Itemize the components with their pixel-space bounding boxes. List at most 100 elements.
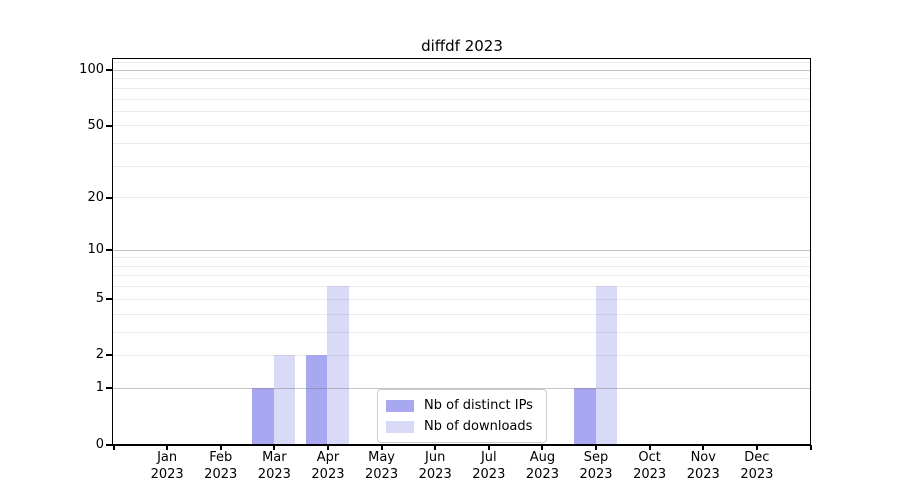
- x-tick-label-year: 2023: [686, 467, 720, 482]
- gridline-minor-60: [113, 110, 810, 112]
- gridline-minor-20: [113, 197, 810, 199]
- x-tick-label-year: 2023: [579, 467, 613, 482]
- gridline-minor-5: [113, 298, 810, 300]
- y-tick-1: [106, 387, 112, 390]
- x-tick-label-month: Dec: [744, 450, 770, 465]
- x-tick-label-dec: Dec 2023: [727, 449, 787, 483]
- x-tick-edge: [809, 444, 812, 450]
- gridline-minor-8: [113, 265, 810, 267]
- x-tick-mar: [273, 444, 276, 450]
- x-tick-oct: [648, 444, 651, 450]
- x-tick-label-feb: Feb 2023: [191, 449, 251, 483]
- legend-label-downloads: Nb of downloads: [424, 419, 533, 434]
- x-tick-label-may: May 2023: [352, 449, 412, 483]
- x-tick-label-month: Nov: [690, 450, 716, 465]
- x-tick-edge: [112, 444, 115, 450]
- gridline-minor-50: [113, 125, 810, 127]
- bar-nb-of-downloads-apr: [327, 286, 349, 444]
- y-tick-2: [106, 354, 112, 357]
- gridline-minor-80: [113, 87, 810, 89]
- x-tick-label-year: 2023: [365, 467, 399, 482]
- x-tick-label-month: Oct: [638, 450, 661, 465]
- y-tick-label-50: 50: [87, 117, 104, 133]
- bar-nb-of-distinct-ips-apr: [306, 354, 328, 444]
- y-tick-label-20: 20: [87, 189, 104, 205]
- x-tick-label-year: 2023: [257, 467, 291, 482]
- x-tick-label-year: 2023: [418, 467, 452, 482]
- x-tick-label-apr: Apr 2023: [298, 449, 358, 483]
- x-tick-dec: [755, 444, 758, 450]
- y-tick-0: [106, 443, 112, 446]
- x-tick-label-month: Aug: [529, 450, 556, 465]
- x-tick-label-mar: Mar 2023: [244, 449, 304, 483]
- x-tick-label-jan: Jan 2023: [137, 449, 197, 483]
- x-tick-label-month: May: [368, 450, 395, 465]
- bar-nb-of-distinct-ips-mar: [252, 387, 274, 444]
- x-tick-label-month: Feb: [209, 450, 233, 465]
- y-tick-label-5: 5: [95, 291, 104, 307]
- x-tick-label-year: 2023: [525, 467, 559, 482]
- y-tick-label-0: 0: [95, 436, 104, 452]
- bar-nb-of-distinct-ips-sep: [574, 387, 596, 444]
- x-tick-may: [380, 444, 383, 450]
- legend-swatch-downloads: [386, 420, 414, 433]
- x-tick-aug: [541, 444, 544, 450]
- y-tick-10: [106, 249, 112, 252]
- plot-area: [112, 58, 811, 446]
- gridline-minor-30: [113, 165, 810, 167]
- gridline-minor-7: [113, 275, 810, 277]
- legend-label-distinct-ips: Nb of distinct IPs: [424, 398, 533, 413]
- gridline-major-1: [113, 387, 810, 389]
- gridline-minor-3: [113, 331, 810, 333]
- x-tick-label-year: 2023: [740, 467, 774, 482]
- x-tick-label-month: Mar: [262, 450, 287, 465]
- x-tick-label-month: Sep: [583, 450, 609, 465]
- x-tick-jul: [487, 444, 490, 450]
- gridline-minor-2: [113, 354, 810, 356]
- chart-title: diffdf 2023: [421, 37, 503, 55]
- legend-row-distinct-ips: Nb of distinct IPs: [386, 397, 538, 414]
- y-tick-label-100: 100: [79, 62, 104, 78]
- gridline-minor-70: [113, 98, 810, 100]
- x-tick-feb: [219, 444, 222, 450]
- legend-swatch-distinct-ips: [386, 399, 414, 412]
- x-tick-label-year: 2023: [311, 467, 345, 482]
- gridline-minor-110: [113, 62, 810, 64]
- x-tick-label-sep: Sep 2023: [566, 449, 626, 483]
- legend: Nb of distinct IPs Nb of downloads: [377, 389, 547, 443]
- bar-nb-of-downloads-mar: [273, 354, 296, 444]
- x-tick-label-year: 2023: [633, 467, 667, 482]
- gridline-minor-9: [113, 257, 810, 259]
- x-tick-label-year: 2023: [472, 467, 506, 482]
- gridline-major-100: [113, 69, 810, 71]
- x-tick-sep: [595, 444, 598, 450]
- x-tick-label-month: Jan: [157, 450, 178, 465]
- y-tick-5: [106, 298, 112, 301]
- y-tick-20: [106, 196, 112, 199]
- x-tick-label-year: 2023: [204, 467, 238, 482]
- x-tick-label-year: 2023: [150, 467, 184, 482]
- x-tick-label-jul: Jul 2023: [459, 449, 519, 483]
- y-tick-label-1: 1: [95, 380, 104, 396]
- x-tick-label-month: Apr: [316, 450, 340, 465]
- x-tick-jun: [434, 444, 437, 450]
- gridline-minor-90: [113, 78, 810, 80]
- gridline-minor-4: [113, 313, 810, 315]
- x-tick-label-month: Jun: [425, 450, 446, 465]
- legend-row-downloads: Nb of downloads: [386, 418, 538, 435]
- x-tick-nov: [702, 444, 705, 450]
- bar-nb-of-downloads-sep: [595, 286, 617, 444]
- x-tick-label-jun: Jun 2023: [405, 449, 465, 483]
- gridline-minor-40: [113, 143, 810, 144]
- x-tick-label-oct: Oct 2023: [620, 449, 680, 483]
- y-tick-label-10: 10: [87, 242, 104, 258]
- x-tick-apr: [326, 444, 329, 450]
- gridline-minor-6: [113, 286, 810, 288]
- y-tick-100: [106, 69, 112, 72]
- x-tick-label-aug: Aug 2023: [512, 449, 572, 483]
- x-tick-label-month: Jul: [480, 450, 497, 465]
- gridline-major-10: [113, 249, 810, 251]
- x-tick-label-nov: Nov 2023: [673, 449, 733, 483]
- y-tick-50: [106, 124, 112, 127]
